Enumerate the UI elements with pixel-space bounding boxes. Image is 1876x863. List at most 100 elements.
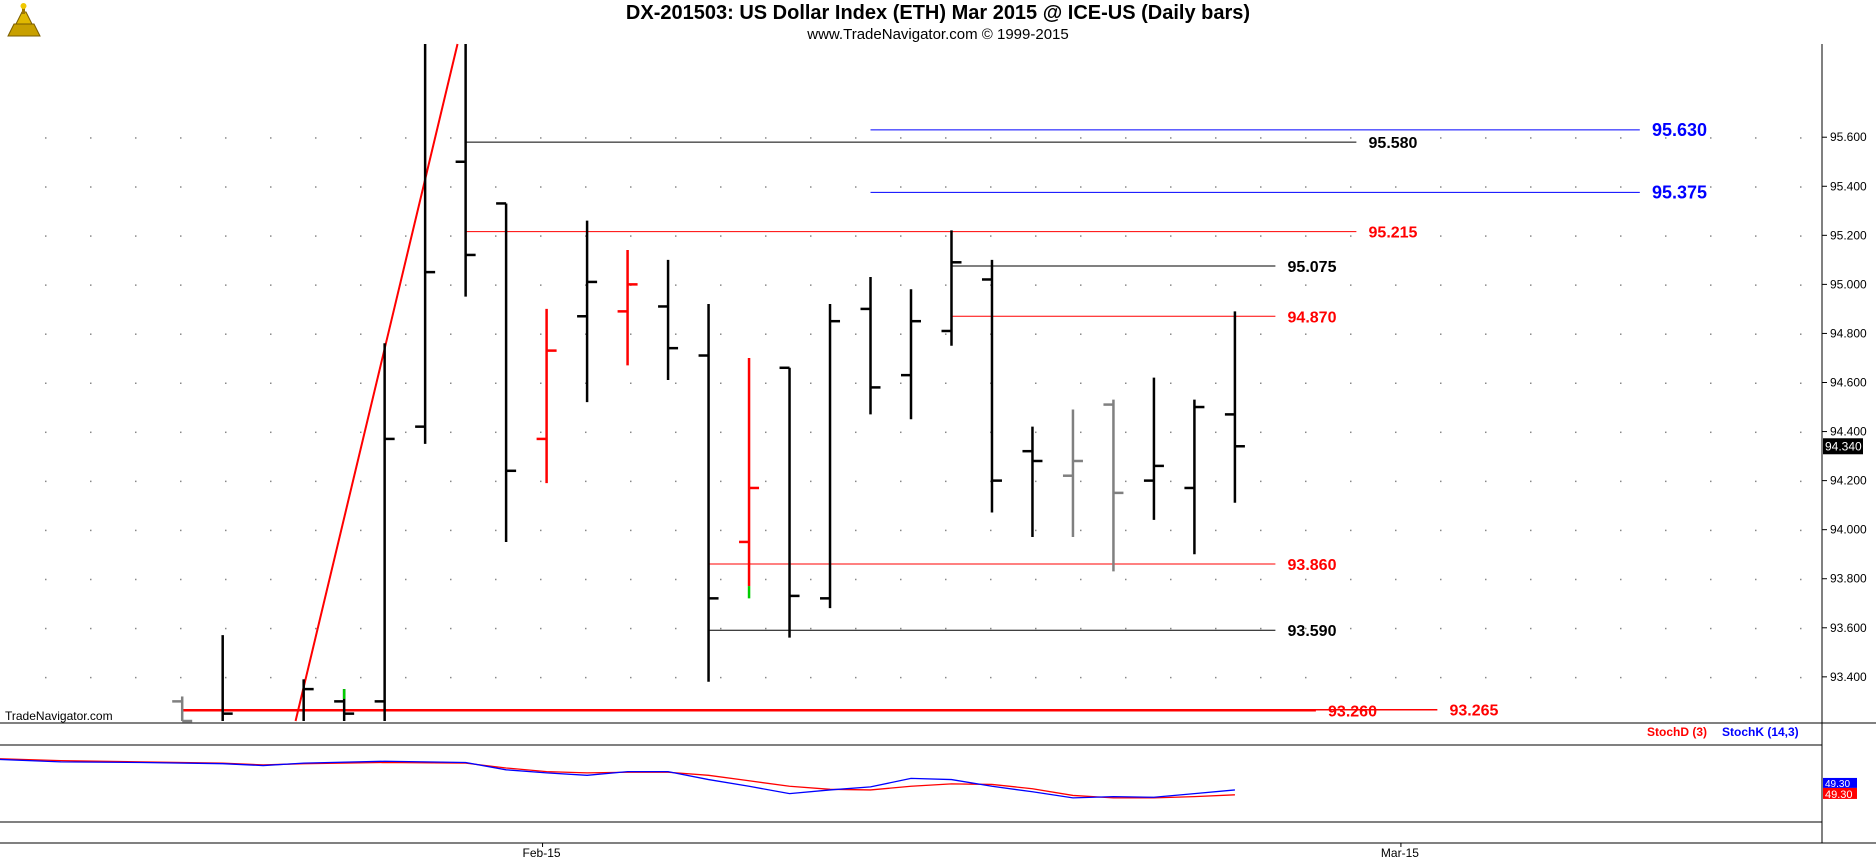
grid-dot <box>495 235 497 237</box>
grid-dot <box>1350 431 1352 434</box>
grid-dot <box>1440 676 1442 679</box>
grid-dot <box>540 627 542 630</box>
ohlc-bar <box>860 277 881 415</box>
grid-dot <box>360 578 362 581</box>
grid-dot <box>1395 578 1397 581</box>
grid-dot <box>1350 137 1352 139</box>
grid-dot <box>135 480 137 483</box>
grid-dot <box>360 676 362 679</box>
grid-dot <box>1350 529 1352 532</box>
grid-dot <box>1710 480 1712 483</box>
chart-subtitle: www.TradeNavigator.com © 1999-2015 <box>807 26 1069 43</box>
grid-dot <box>1485 676 1487 679</box>
grid-dot <box>1035 333 1037 335</box>
ohlc-bar <box>698 304 719 682</box>
grid-dot <box>945 333 947 335</box>
grid-dot <box>1485 137 1487 139</box>
watermark: TradeNavigator.com <box>5 709 113 723</box>
stoch-d-tag <box>1823 787 1857 799</box>
grid-dot <box>540 235 542 237</box>
grid-dot <box>945 480 947 483</box>
grid-dot <box>270 676 272 679</box>
grid-dot <box>945 431 947 434</box>
grid-dot <box>810 627 812 630</box>
grid-dot <box>1035 235 1037 237</box>
ohlc-bar <box>1062 409 1083 538</box>
grid-dot <box>630 627 632 630</box>
grid-dot <box>900 137 902 139</box>
grid-dot <box>1350 382 1352 384</box>
grid-dot <box>1305 529 1307 532</box>
grid-dot <box>1710 431 1712 434</box>
grid-dot <box>405 186 407 188</box>
grid-dot <box>855 676 857 679</box>
stoch-series-line <box>0 758 1235 799</box>
grid-dot <box>1485 431 1487 434</box>
ohlc-bar <box>496 202 517 542</box>
grid-dot <box>720 480 722 483</box>
grid-dot <box>855 627 857 630</box>
y-tick-label: 93.800 <box>1830 572 1867 586</box>
grid-dot <box>1620 284 1622 286</box>
grid-dot <box>45 284 47 286</box>
x-tick-label: Mar-15 <box>1381 846 1419 860</box>
grid-dot <box>1170 676 1172 679</box>
last-price-box <box>1823 438 1863 455</box>
grid-dot <box>675 333 677 335</box>
grid-dot <box>450 382 452 384</box>
grid-dot <box>1305 676 1307 679</box>
grid-dot <box>360 284 362 286</box>
grid-dot <box>990 235 992 237</box>
grid-dot <box>180 627 182 630</box>
grid-dot <box>1485 235 1487 237</box>
y-tick-label: 94.200 <box>1830 474 1867 488</box>
grid-dot <box>1710 627 1712 630</box>
grid-dot <box>855 235 857 237</box>
grid-dot <box>45 382 47 384</box>
level-label: 93.860 <box>1288 557 1337 574</box>
grid-dot <box>675 284 677 286</box>
grid-dot <box>1755 676 1757 679</box>
grid-dot <box>1260 431 1262 434</box>
grid-dot <box>1755 529 1757 532</box>
grid-dot <box>1395 627 1397 630</box>
grid-dot <box>810 382 812 384</box>
grid-dot <box>585 529 587 532</box>
level-label: 95.580 <box>1369 135 1418 152</box>
grid-dot <box>1395 186 1397 188</box>
grid-dot <box>855 382 857 384</box>
grid-dot <box>1125 235 1127 237</box>
grid-dot <box>1800 676 1802 679</box>
y-tick-label: 93.600 <box>1830 621 1867 635</box>
grid-dot <box>360 186 362 188</box>
y-tick-label: 95.200 <box>1830 228 1867 242</box>
grid-dot <box>1215 186 1217 188</box>
grid-dot <box>180 480 182 483</box>
grid-dot <box>630 333 632 335</box>
grid-dot <box>630 431 632 434</box>
chart-title: DX-201503: US Dollar Index (ETH) Mar 201… <box>625 2 1251 24</box>
grid-dot <box>405 235 407 237</box>
grid-dot <box>900 676 902 679</box>
grid-dot <box>90 431 92 434</box>
grid-dot <box>225 676 227 679</box>
grid-dot <box>1125 431 1127 434</box>
grid-dot <box>1125 382 1127 384</box>
horizontal-levels: 95.630 95.580 95.375 95.215 95.075 94.870 93.8… <box>182 120 1707 721</box>
y-tick-label: 94.400 <box>1830 425 1867 439</box>
grid-dot <box>855 284 857 286</box>
grid-dot <box>855 578 857 581</box>
grid-dot <box>720 235 722 237</box>
grid-dot <box>270 333 272 335</box>
grid-dot <box>180 431 182 434</box>
price-bars <box>172 44 1245 723</box>
grid-dot <box>1080 578 1082 581</box>
grid-dot <box>1530 333 1532 335</box>
grid-dot <box>1080 676 1082 679</box>
grid-dot <box>765 578 767 581</box>
grid-dot <box>855 137 857 139</box>
grid-dot <box>945 529 947 532</box>
grid-dot <box>495 578 497 581</box>
grid-dot <box>1665 529 1667 532</box>
